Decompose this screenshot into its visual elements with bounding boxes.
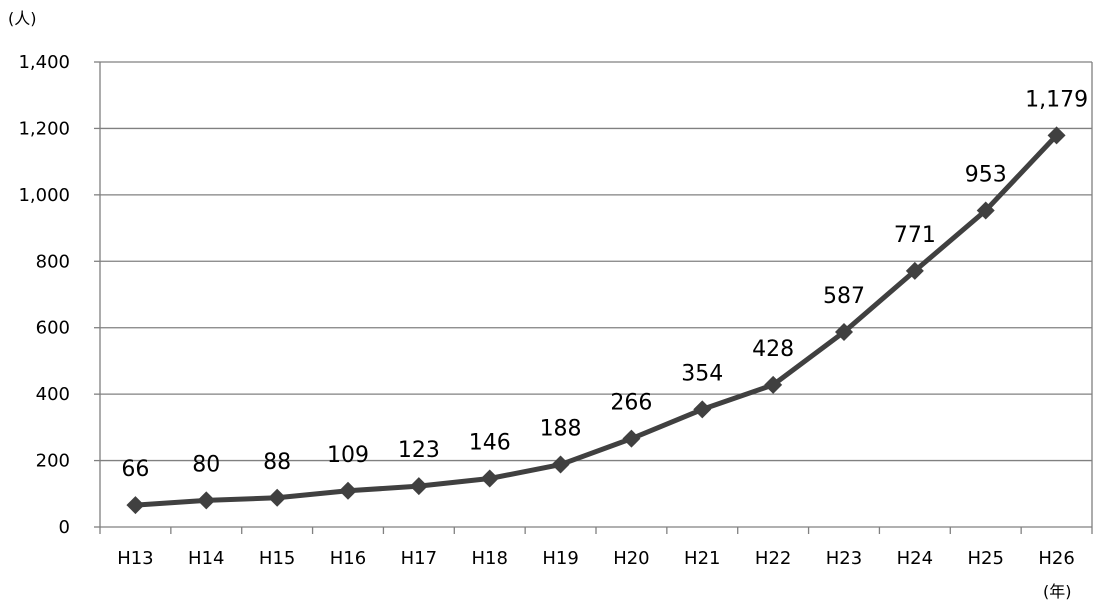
data-label: 354 [681, 361, 723, 386]
x-tick-label: H20 [613, 548, 649, 569]
y-tick-label: 0 [59, 517, 70, 538]
data-point-marker [409, 477, 428, 496]
data-point-marker [905, 261, 924, 280]
x-tick-label: H24 [897, 548, 933, 569]
x-tick-label: H16 [330, 548, 366, 569]
x-tick-label: H25 [967, 548, 1003, 569]
x-tick-label: H15 [259, 548, 295, 569]
data-labels: 66 80 88 109 123 146 188 266 354 428 587 771 953 1,17… [121, 87, 1088, 482]
y-tick-label: 600 [36, 318, 70, 339]
data-label: 771 [894, 223, 936, 248]
grid-lines [100, 61, 1092, 462]
y-axis-unit-label: (人) [8, 9, 37, 28]
y-tick-label: 200 [36, 451, 70, 472]
data-label: 953 [965, 162, 1007, 187]
data-label: 587 [823, 284, 865, 309]
data-point-marker [339, 481, 357, 500]
data-label: 188 [540, 417, 582, 442]
y-tick-label: 1,200 [18, 118, 70, 139]
data-point-marker [693, 400, 712, 419]
x-tick-label: H17 [401, 548, 437, 569]
data-point-marker [268, 488, 287, 507]
data-point-marker [622, 429, 641, 448]
x-axis-unit-label: (年) [1043, 582, 1072, 601]
data-label: 428 [752, 337, 794, 362]
data-label: 1,179 [1025, 87, 1088, 112]
data-label: 66 [121, 457, 149, 482]
data-point-marker [1047, 126, 1066, 145]
data-point-marker [126, 496, 145, 515]
x-tick-label: H13 [117, 548, 153, 569]
x-tick-label: H23 [826, 548, 862, 569]
data-point-marker [551, 455, 570, 474]
y-tick-label: 1,400 [18, 52, 70, 73]
data-label: 80 [192, 452, 220, 477]
y-tick-label: 400 [36, 384, 70, 405]
x-axis-tick-labels: H13 H14 H15 H16 H17 H18 H19 H20 H21 H22 H23 H24 H25 H… [117, 548, 1075, 569]
y-tick-label: 1,000 [18, 185, 70, 206]
x-tick-label: H18 [471, 548, 507, 569]
x-tick-label: H14 [188, 548, 224, 569]
data-point-marker [764, 375, 783, 394]
data-point-marker [835, 323, 853, 342]
data-point-marker [976, 201, 995, 220]
y-tick-label: 800 [36, 251, 70, 272]
data-point-marker [480, 469, 499, 488]
series-line [135, 133, 1059, 508]
data-label: 146 [469, 431, 511, 456]
data-point-marker [197, 491, 216, 510]
x-tick-label: H21 [684, 548, 720, 569]
data-label: 88 [263, 450, 291, 475]
data-label: 109 [327, 443, 369, 468]
x-tick-label: H19 [542, 548, 578, 569]
data-label: 266 [610, 391, 652, 416]
axes [94, 61, 1093, 534]
series [126, 126, 1066, 515]
x-tick-label: H26 [1038, 548, 1074, 569]
y-axis-tick-labels: 0 200 400 600 800 1,000 1,200 1,400 [18, 52, 70, 538]
data-label: 123 [398, 438, 440, 463]
x-tick-label: H22 [755, 548, 791, 569]
